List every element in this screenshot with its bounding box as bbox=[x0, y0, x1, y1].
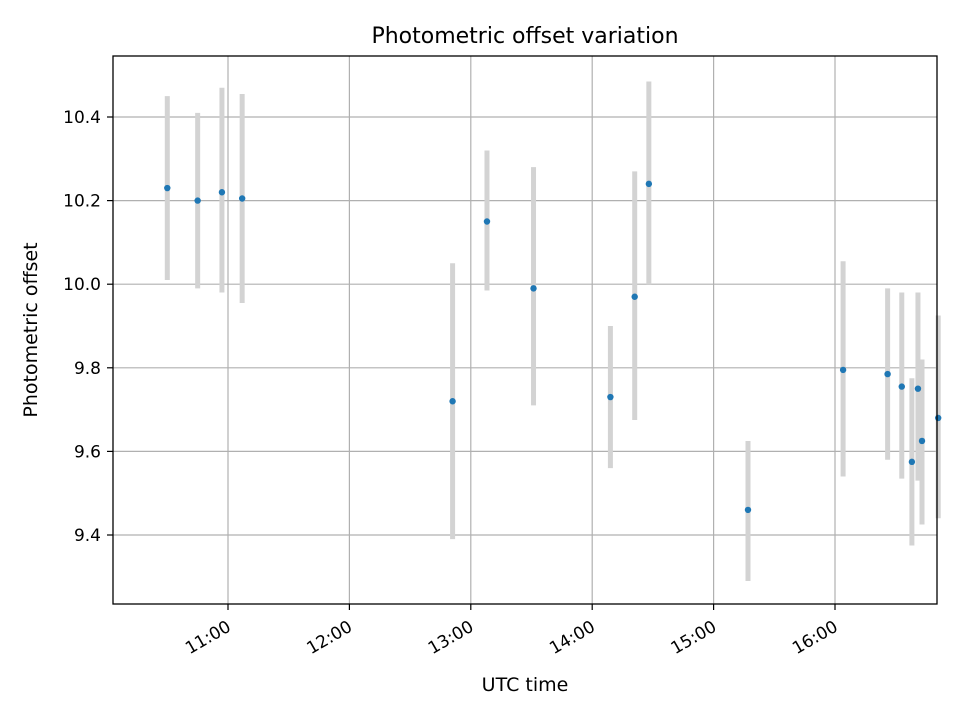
data-point bbox=[164, 184, 171, 192]
plot-frame bbox=[112, 55, 938, 605]
y-tick-label: 9.8 bbox=[74, 359, 101, 379]
data-points bbox=[164, 180, 942, 514]
x-tick-label: 11:00 bbox=[182, 617, 234, 659]
x-tick-label: 14:00 bbox=[546, 617, 598, 659]
x-tick-label: 16:00 bbox=[789, 617, 841, 659]
data-point bbox=[238, 195, 246, 202]
data-point bbox=[218, 189, 226, 196]
error-bars bbox=[164, 81, 941, 581]
data-point bbox=[631, 293, 638, 300]
x-tick-label: 15:00 bbox=[668, 617, 720, 659]
grid bbox=[113, 56, 937, 604]
data-point bbox=[607, 393, 614, 401]
y-axis-label: Photometric offset bbox=[20, 242, 42, 417]
y-axis: 9.4 9.6 9.8 10.0 10.2 10.4 bbox=[63, 108, 113, 546]
x-axis: 11:00 12:00 13:00 14:00 15:00 16:00 bbox=[182, 604, 842, 659]
y-tick-label: 10.2 bbox=[63, 192, 101, 212]
data-point bbox=[934, 414, 942, 422]
x-axis-label: UTC time bbox=[482, 674, 569, 696]
data-point bbox=[884, 370, 891, 378]
data-point bbox=[449, 398, 456, 405]
x-tick-label: 12:00 bbox=[303, 617, 355, 659]
y-tick-label: 9.4 bbox=[74, 526, 101, 546]
data-point bbox=[908, 458, 916, 466]
data-point bbox=[530, 285, 537, 292]
data-point bbox=[744, 506, 752, 514]
x-tick-label: 13:00 bbox=[425, 617, 477, 659]
data-point bbox=[914, 385, 922, 392]
data-point bbox=[918, 437, 926, 445]
data-point bbox=[645, 180, 653, 188]
data-point bbox=[483, 218, 491, 225]
data-point bbox=[898, 383, 905, 390]
data-point bbox=[194, 197, 201, 204]
y-tick-label: 10.0 bbox=[63, 275, 101, 295]
y-tick-label: 10.4 bbox=[63, 108, 101, 128]
y-tick-label: 9.6 bbox=[74, 442, 101, 462]
data-point bbox=[839, 366, 847, 374]
chart-title: Photometric offset variation bbox=[371, 24, 678, 49]
